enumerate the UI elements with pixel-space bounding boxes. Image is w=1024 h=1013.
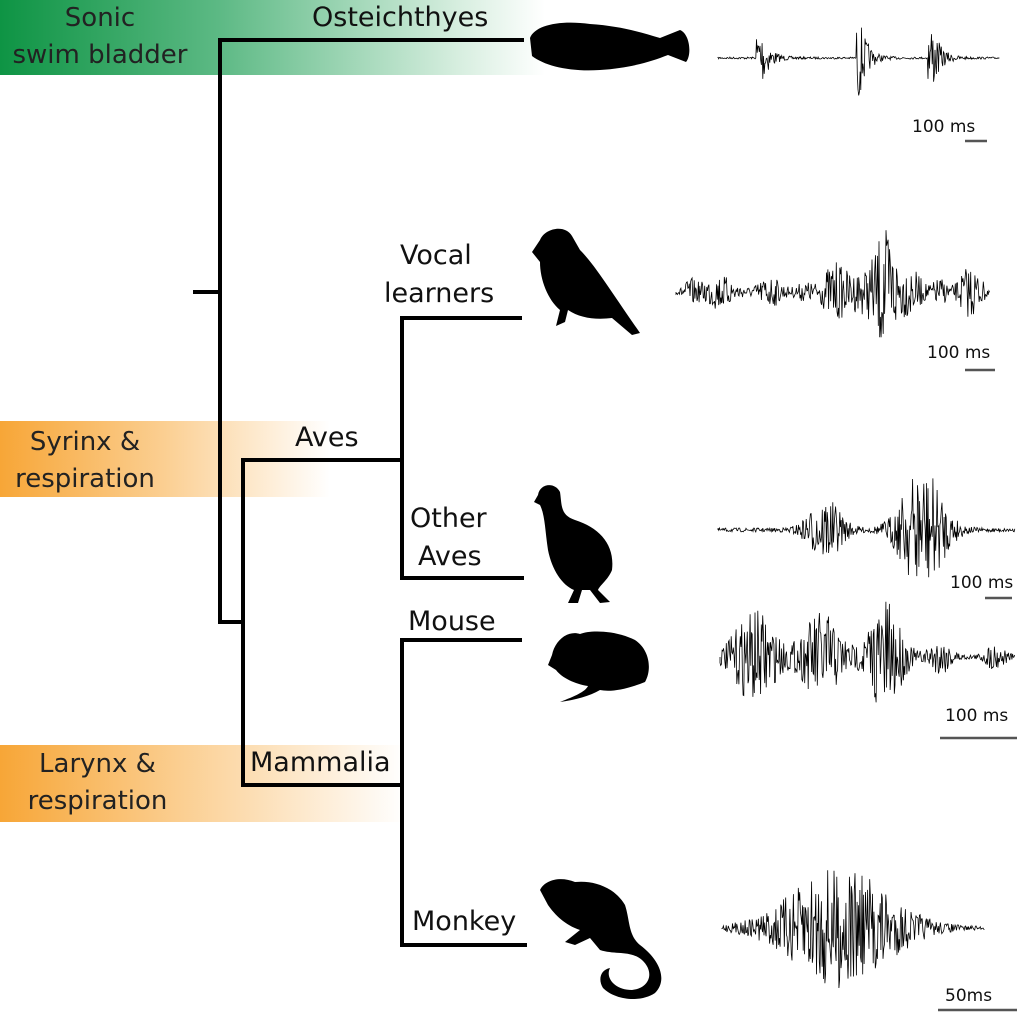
clade-monkey: Monkey: [412, 906, 517, 937]
trait-line: Larynx &: [39, 749, 156, 779]
quail-silhouette: [534, 485, 613, 603]
monkey-scale-label: 50ms: [945, 986, 993, 1006]
trait-label-syrinx: Syrinx & respiration: [0, 424, 170, 498]
quail-scale-label: 100 ms: [950, 573, 1014, 593]
quail-waveform: [717, 478, 1016, 578]
trait-band-swim-bladder: [0, 0, 545, 75]
trait-line: respiration: [15, 464, 155, 494]
osteichthyes-branch: [218, 38, 524, 624]
clade-mouse: Mouse: [408, 606, 496, 637]
fish-waveform: [717, 27, 1000, 96]
clade-osteichthyes: Osteichthyes: [312, 2, 489, 33]
songbird-waveform: [675, 230, 990, 338]
trait-line: Sonic: [64, 3, 136, 33]
phylogenetic-tree: [193, 38, 527, 947]
trait-line: Syrinx &: [29, 427, 141, 457]
songbird-silhouette: [532, 228, 640, 335]
clade-other-aves-2: Aves: [418, 541, 482, 572]
fish-silhouette: [530, 22, 690, 71]
mouse-silhouette: [548, 631, 649, 702]
trait-label-larynx: Larynx & respiration: [10, 746, 185, 820]
clade-aves: Aves: [295, 422, 359, 453]
scale-bars: [938, 139, 1017, 1012]
monkey-waveform: [721, 870, 985, 989]
trait-line: swim bladder: [12, 40, 188, 70]
marmoset-silhouette: [540, 879, 662, 1000]
mouse-scale-label: 100 ms: [945, 706, 1009, 726]
waveforms: [675, 27, 1016, 989]
trait-line: respiration: [27, 786, 168, 816]
fish-scale-label: 100 ms: [912, 117, 976, 137]
clade-mammalia: Mammalia: [250, 747, 391, 778]
silhouettes: [530, 22, 690, 1000]
clade-other-aves-1: Other: [410, 503, 487, 534]
trait-label-swim-bladder: Sonic swim bladder: [0, 0, 200, 74]
aves-branch: [241, 316, 524, 580]
clade-vocal-learners-1: Vocal: [400, 240, 472, 271]
clade-vocal-learners-2: learners: [384, 278, 495, 309]
mammalia-branch: [241, 638, 527, 947]
mouse-waveform: [719, 601, 1016, 703]
songbird-scale-label: 100 ms: [927, 343, 991, 363]
